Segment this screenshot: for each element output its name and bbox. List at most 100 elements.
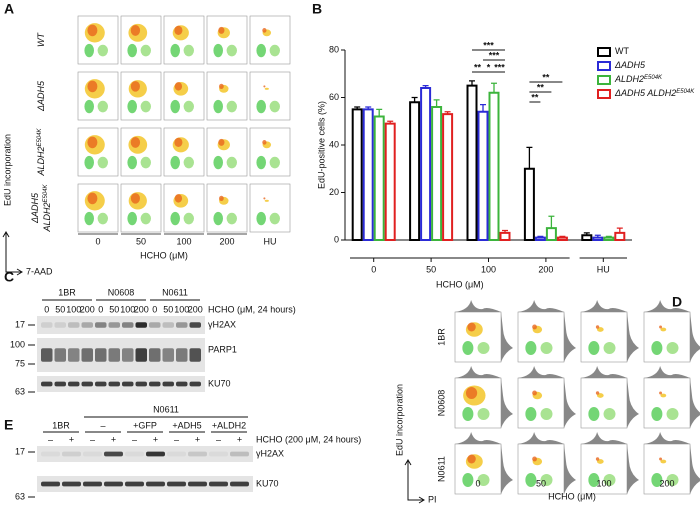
cell-cloud <box>127 155 137 170</box>
error-bar <box>444 111 451 115</box>
cell-cloud <box>84 99 94 114</box>
column-label: 100 <box>596 478 611 488</box>
cell-cloud <box>269 44 280 57</box>
mw-marker: 75 <box>15 358 25 368</box>
cell-cloud <box>219 195 224 202</box>
cell-cloud <box>87 192 98 205</box>
cell-cloud <box>263 197 266 200</box>
group-label: +ALDH2 <box>212 420 246 430</box>
text-part: ΔADH5 <box>614 60 646 70</box>
blot-band <box>122 381 134 387</box>
cell-cloud <box>127 99 137 114</box>
x-tick-label: 50 <box>426 264 436 274</box>
cell-cloud <box>269 156 280 169</box>
mw-marker: 100 <box>10 339 25 349</box>
bar <box>420 87 432 241</box>
lane-label: 0 <box>152 304 157 314</box>
legend-swatch <box>597 89 611 99</box>
group-label: N0608 <box>108 287 135 297</box>
histogram <box>564 444 576 494</box>
histogram <box>690 378 700 428</box>
group-label: 1BR <box>58 287 76 297</box>
flow-plot <box>643 377 691 429</box>
cell-cloud <box>540 408 553 420</box>
cell-cloud <box>525 341 537 355</box>
legend-label: ALDH2E504K <box>614 74 663 84</box>
row-label: N0608 <box>436 390 446 417</box>
flow-plot <box>580 443 628 495</box>
cell-cloud <box>525 407 537 421</box>
error-bar <box>502 229 508 233</box>
blot-label: γH2AX <box>256 448 284 458</box>
y-tick-label: 0 <box>334 234 339 244</box>
cell-cloud <box>97 44 109 57</box>
cell-cloud <box>87 24 98 37</box>
axis-label: 7-AAD <box>26 266 53 276</box>
cell-cloud <box>467 454 476 464</box>
error-bar <box>594 234 601 238</box>
blot-band <box>41 481 60 487</box>
cell-cloud <box>183 100 194 113</box>
cell-cloud <box>170 211 180 226</box>
significance: ** <box>537 82 545 92</box>
cell-cloud <box>183 44 194 57</box>
group-label: N0611 <box>153 404 179 414</box>
lane-label: + <box>153 434 158 444</box>
cell-cloud <box>130 24 141 36</box>
flow-plot <box>163 183 205 233</box>
axis-arrow <box>2 231 23 276</box>
flow-plot <box>517 443 565 495</box>
histogram <box>501 444 513 494</box>
cell-cloud <box>130 136 141 148</box>
blot-band <box>54 381 66 387</box>
cell-cloud <box>532 456 537 462</box>
blot-band <box>83 481 102 487</box>
lane-label: 100 <box>120 304 135 314</box>
blot-band <box>162 348 174 362</box>
histogram <box>627 444 639 494</box>
lane-label: – <box>90 434 95 444</box>
cell-cloud <box>170 155 180 170</box>
blot-band <box>68 348 80 362</box>
group-label: 1BR <box>52 420 70 430</box>
bar <box>384 122 396 241</box>
panel-letter: C <box>4 269 14 285</box>
bar <box>545 227 557 241</box>
bar <box>477 110 489 241</box>
blot-band <box>68 322 80 328</box>
bar <box>351 108 363 241</box>
group-label: +GFP <box>133 420 157 430</box>
lane-label: 100 <box>174 304 189 314</box>
flow-plot <box>249 15 291 65</box>
x-tick-label: 200 <box>538 264 553 274</box>
blot-label: PARP1 <box>208 344 237 354</box>
cell-cloud <box>127 43 137 58</box>
cell-cloud <box>659 391 663 395</box>
text-part: WT <box>36 32 46 47</box>
text-part: ΔADH5 <box>36 80 46 112</box>
error-bar <box>433 99 440 107</box>
cell-cloud <box>87 80 98 93</box>
blot-band <box>41 348 53 362</box>
cell-cloud <box>218 138 225 146</box>
histogram <box>501 312 513 362</box>
blot-band <box>135 381 147 387</box>
axis-label: EdU incorporation <box>2 134 12 206</box>
cell-cloud <box>603 408 616 420</box>
histogram <box>581 432 627 444</box>
flow-plot <box>580 377 628 429</box>
cell-cloud <box>256 155 267 170</box>
bar <box>592 236 604 241</box>
blot-band <box>41 381 53 387</box>
blot-band <box>81 348 93 362</box>
legend-label: ΔADH5 <box>614 60 646 70</box>
cell-cloud <box>256 211 267 226</box>
legend-swatch <box>597 61 611 71</box>
y-axis-label: EdU-positive cells (%) <box>316 101 326 189</box>
cell-cloud <box>84 155 94 170</box>
text-part: WT <box>615 46 629 56</box>
cell-cloud <box>264 87 269 90</box>
x-tick-label: HU <box>597 264 610 274</box>
blot-band <box>189 322 201 328</box>
flow-plot <box>580 311 628 363</box>
